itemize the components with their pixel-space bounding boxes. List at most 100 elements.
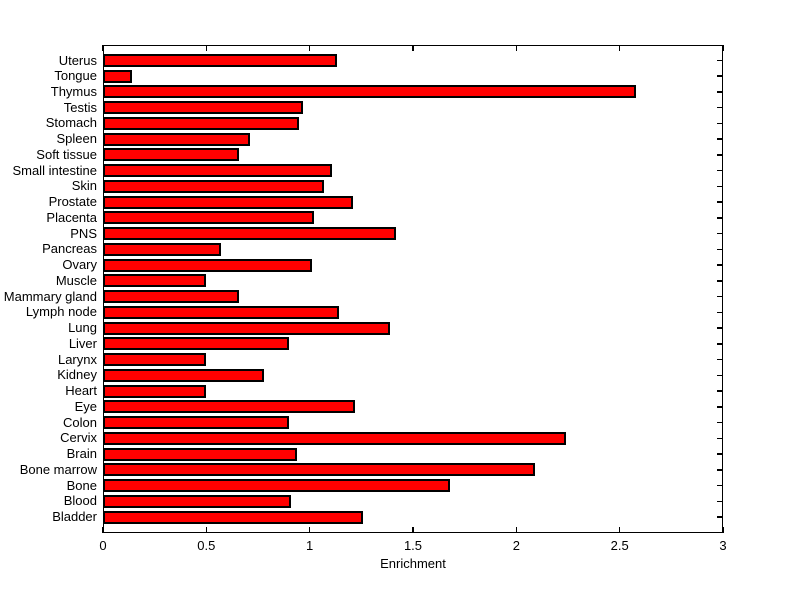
x-tick-label-2: 2 <box>512 538 520 553</box>
y-tick-label-testis: Testis <box>63 99 97 115</box>
x-tick-label-0: 0 <box>99 538 107 553</box>
bar-bone <box>103 479 451 493</box>
y-tick <box>717 169 723 172</box>
bar-lung <box>103 321 391 335</box>
bar-heart <box>103 384 207 398</box>
y-tick-label-pns: PNS <box>70 225 97 241</box>
y-tick <box>717 406 723 408</box>
bar-skin <box>103 179 325 193</box>
x-tick-top <box>412 45 414 51</box>
x-tick-top <box>618 45 621 51</box>
y-tick <box>717 516 723 518</box>
y-tick-label-soft-tissue: Soft tissue <box>36 146 97 162</box>
bar-bladder <box>103 510 364 524</box>
y-tick <box>717 217 723 219</box>
bar-colon <box>103 416 289 430</box>
y-tick-label-tongue: Tongue <box>54 68 97 84</box>
x-tick-top <box>308 45 311 51</box>
y-tick-label-kidney: Kidney <box>57 367 97 383</box>
y-tick <box>717 374 723 377</box>
y-tick <box>717 437 723 440</box>
y-tick <box>717 469 723 471</box>
y-tick-label-prostate: Prostate <box>48 194 97 210</box>
y-tick-label-eye: Eye <box>74 398 97 414</box>
y-tick <box>717 421 723 424</box>
x-tick-bottom <box>618 527 621 533</box>
x-tick-label-1-5: 1.5 <box>403 538 423 553</box>
y-tick-label-thymus: Thymus <box>50 83 97 99</box>
y-tick-label-stomach: Stomach <box>45 115 97 131</box>
bar-pns <box>103 227 397 241</box>
y-tick-label-muscle: Muscle <box>55 272 97 288</box>
x-axis-label: Enrichment <box>380 556 446 571</box>
y-tick-label-pancreas: Pancreas <box>42 241 97 257</box>
y-tick-label-colon: Colon <box>63 414 97 430</box>
bar-stomach <box>103 116 300 130</box>
bar-muscle <box>103 274 207 288</box>
y-tick <box>717 280 723 282</box>
y-tick-label-larynx: Larynx <box>57 351 97 367</box>
bar-ovary <box>103 258 312 272</box>
y-tick-label-mammary-gland: Mammary gland <box>3 288 97 304</box>
bar-eye <box>103 400 356 414</box>
x-tick-bottom <box>515 527 518 533</box>
bar-mammary-gland <box>103 290 240 304</box>
bar-bone-marrow <box>103 463 535 477</box>
y-tick <box>717 122 723 125</box>
bar-brain <box>103 447 298 461</box>
y-tick-label-blood: Blood <box>63 493 97 509</box>
bar-testis <box>103 101 304 115</box>
y-tick <box>717 453 723 455</box>
bar-liver <box>103 337 289 351</box>
bar-tongue <box>103 69 132 83</box>
bar-placenta <box>103 211 314 225</box>
bar-larynx <box>103 353 207 367</box>
x-tick-label-3: 3 <box>719 538 727 553</box>
x-tick-bottom <box>102 527 104 533</box>
y-tick-label-uterus: Uterus <box>58 52 97 68</box>
x-tick-label-0-5: 0.5 <box>197 538 216 553</box>
x-tick-bottom <box>308 527 311 533</box>
y-tick-label-small-intestine: Small intestine <box>12 162 97 178</box>
y-tick <box>717 343 723 345</box>
x-tick-top <box>102 45 104 51</box>
y-tick-label-spleen: Spleen <box>56 131 97 147</box>
y-tick-label-lung: Lung <box>68 320 97 336</box>
y-tick <box>717 327 723 329</box>
y-tick-label-cervix: Cervix <box>60 430 97 446</box>
x-tick-bottom <box>412 527 414 533</box>
x-tick-label-1: 1 <box>306 538 314 553</box>
bar-lymph-node <box>103 305 339 319</box>
y-tick-label-skin: Skin <box>71 178 97 194</box>
y-tick-label-brain: Brain <box>66 446 97 462</box>
bar-small-intestine <box>103 164 333 178</box>
y-tick-label-bone-marrow: Bone marrow <box>19 461 97 477</box>
bar-blood <box>103 494 292 508</box>
y-tick <box>717 75 723 77</box>
y-tick <box>717 154 723 156</box>
x-tick-top <box>205 45 208 51</box>
y-tick <box>717 295 723 298</box>
y-tick <box>717 311 723 314</box>
bar-kidney <box>103 368 265 382</box>
bar-cervix <box>103 431 566 445</box>
x-tick-bottom <box>205 527 208 533</box>
y-tick <box>717 59 723 62</box>
y-tick <box>717 390 723 392</box>
y-tick-label-bladder: Bladder <box>52 509 97 525</box>
bar-spleen <box>103 132 250 146</box>
bar-prostate <box>103 195 354 209</box>
y-tick <box>717 500 723 503</box>
y-tick-label-lymph-node: Lymph node <box>25 304 97 320</box>
y-tick <box>717 185 723 188</box>
x-tick-top <box>722 45 724 51</box>
y-tick <box>717 248 723 251</box>
plot-area <box>102 45 724 533</box>
y-tick-label-ovary: Ovary <box>62 257 97 273</box>
y-tick-label-bone: Bone <box>66 477 97 493</box>
y-tick-label-heart: Heart <box>65 383 97 399</box>
y-tick <box>717 484 723 487</box>
y-tick <box>717 106 723 109</box>
bar-pancreas <box>103 242 221 256</box>
